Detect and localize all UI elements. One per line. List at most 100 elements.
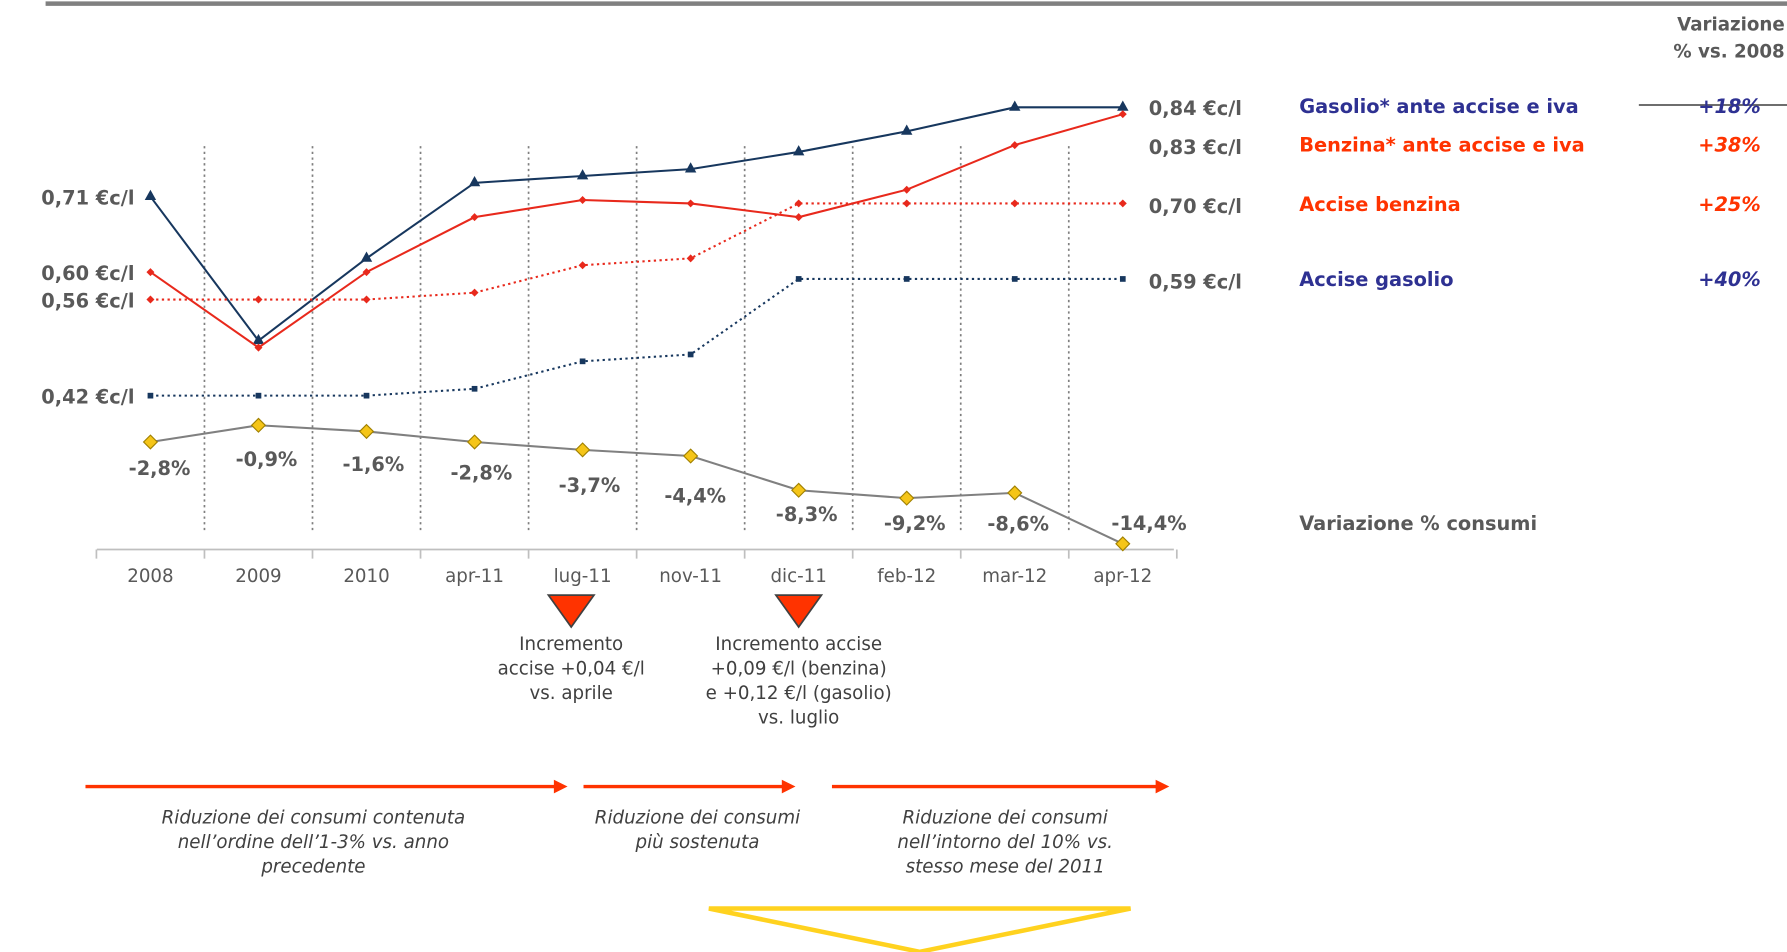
marker	[254, 295, 263, 304]
legend-label: Accise benzina	[1299, 193, 1460, 216]
event-triangle	[774, 594, 824, 629]
x-tick-label: lug-11	[554, 566, 612, 587]
phase-text: Riduzione dei consumi	[595, 807, 800, 828]
phase-text: Riduzione dei consumi	[903, 807, 1108, 828]
start-label: 0,56 €c/l	[41, 289, 134, 312]
marker	[686, 199, 695, 208]
data-label: -8,3%	[776, 503, 838, 526]
annotation: e +0,12 €/l (gasolio)	[706, 683, 892, 704]
arrow-head	[1155, 779, 1170, 794]
marker	[578, 261, 587, 270]
phase-text: più sostenuta	[635, 832, 760, 853]
marker	[901, 124, 913, 135]
data-label: -9,2%	[884, 512, 946, 535]
start-label: 0,60 €c/l	[41, 262, 134, 285]
marker	[791, 482, 807, 498]
data-label: -14,4%	[1111, 512, 1186, 535]
event-triangle	[546, 594, 596, 629]
marker	[903, 276, 910, 282]
x-tick-label: 2009	[235, 566, 281, 587]
data-label: -8,6%	[987, 512, 1049, 535]
marker	[1118, 110, 1127, 119]
phase-text: precedente	[260, 856, 365, 877]
phase-text: Riduzione dei consumi contenuta	[162, 807, 466, 828]
header-label: Variazione	[1677, 14, 1785, 35]
x-tick-label: apr-11	[445, 566, 504, 587]
marker	[362, 295, 371, 304]
marker	[794, 213, 803, 222]
end-label: 0,84 €c/l	[1149, 97, 1242, 120]
marker	[795, 276, 802, 282]
legend-change: +38%	[1698, 134, 1761, 157]
annotation: vs. luglio	[758, 708, 839, 729]
series-line	[150, 277, 1123, 397]
x-tick-label: 2010	[343, 566, 389, 587]
marker	[1009, 100, 1021, 111]
marker	[146, 295, 155, 304]
data-label: -2,8%	[451, 461, 513, 484]
marker	[686, 254, 695, 263]
marker	[1117, 100, 1129, 111]
phase-text: stesso mese del 2011	[906, 856, 1105, 877]
phase-text: nell’ordine dell’1-3% vs. anno	[178, 832, 449, 853]
annotation: Incremento	[519, 634, 623, 655]
phase-text: nell’intorno del 10% vs.	[897, 832, 1113, 853]
end-label: 0,59 €c/l	[1149, 270, 1242, 293]
x-tick-label: dic-11	[770, 566, 826, 587]
x-tick-label: nov-11	[659, 566, 722, 587]
start-label: 0,42 €c/l	[41, 385, 134, 408]
x-tick-label: feb-12	[877, 566, 936, 587]
legend-label: Benzina* ante accise e iva	[1299, 134, 1585, 157]
marker	[576, 169, 589, 180]
data-label: -2,8%	[129, 457, 191, 480]
series-line	[149, 113, 1124, 349]
marker	[250, 417, 267, 433]
marker	[252, 333, 265, 345]
legend-label: Gasolio* ante accise e iva	[1299, 95, 1578, 118]
marker	[687, 351, 694, 358]
annotation: accise +0,04 €/l	[498, 659, 645, 680]
marker	[147, 392, 154, 399]
data-label: -3,7%	[559, 474, 621, 497]
legend-label: Accise gasolio	[1299, 268, 1453, 291]
marker	[363, 392, 370, 399]
legend-change: +18%	[1698, 95, 1761, 118]
annotation: vs. aprile	[529, 683, 612, 704]
annotation: +0,09 €/l (benzina)	[711, 659, 887, 680]
marker	[471, 385, 478, 392]
marker	[470, 213, 479, 222]
marker	[578, 196, 587, 204]
end-label: 0,83 €c/l	[1149, 136, 1242, 159]
series-line	[150, 424, 1124, 545]
end-label: 0,70 €c/l	[1149, 195, 1242, 218]
summary-triangle	[708, 906, 1132, 952]
marker	[358, 423, 375, 440]
marker	[579, 358, 586, 365]
marker	[574, 442, 591, 458]
marker	[899, 490, 915, 506]
marker	[1115, 536, 1131, 552]
marker	[468, 175, 481, 187]
marker	[902, 185, 911, 194]
marker	[1118, 199, 1127, 208]
marker	[360, 251, 373, 262]
marker	[1011, 276, 1018, 282]
arrow-head	[781, 779, 796, 794]
marker	[792, 145, 805, 156]
marker	[466, 434, 483, 450]
marker	[684, 162, 697, 173]
series-line	[150, 202, 1123, 301]
legend-label: Variazione % consumi	[1299, 512, 1537, 535]
marker	[1010, 199, 1019, 208]
marker	[1119, 276, 1126, 282]
legend-change: +40%	[1698, 268, 1761, 291]
data-label: -0,9%	[236, 448, 298, 471]
annotation: Incremento accise	[715, 634, 882, 655]
marker	[1010, 141, 1019, 150]
x-tick-label: 2008	[127, 566, 173, 587]
marker	[682, 448, 699, 464]
marker	[1007, 485, 1023, 501]
start-label: 0,71 €c/l	[41, 186, 134, 209]
x-tick-label: mar-12	[982, 566, 1047, 587]
